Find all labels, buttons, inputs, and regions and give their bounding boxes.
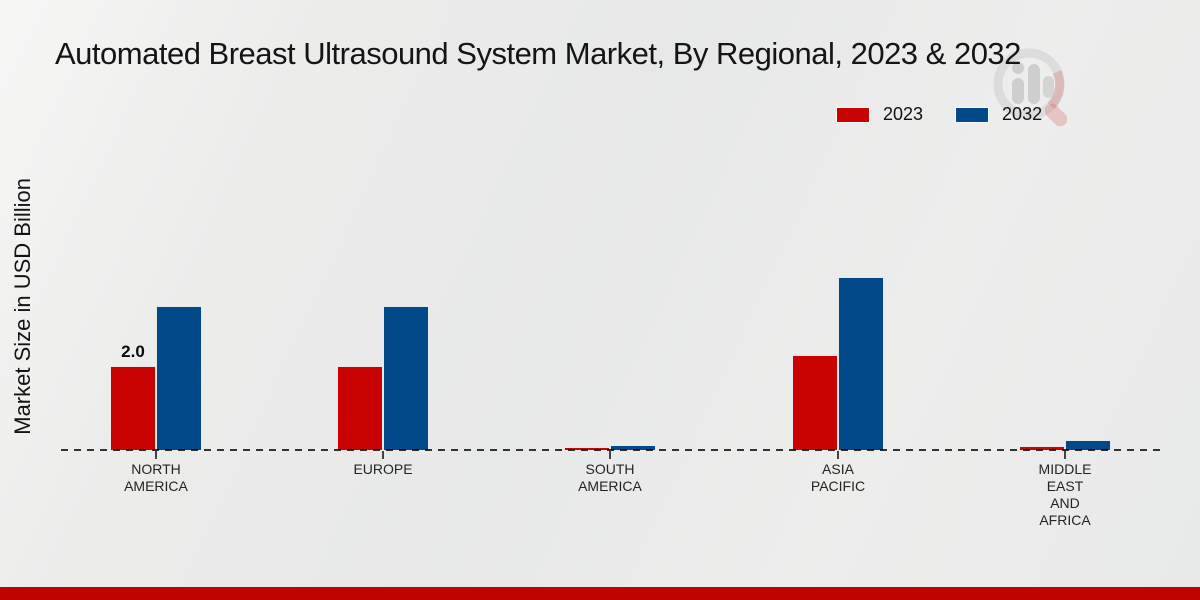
magnifier-bar-chart-logo-icon [993, 48, 1068, 127]
footer-accent-bar [0, 587, 1200, 600]
x-axis-label-north-america: NORTH AMERICA [124, 461, 188, 494]
legend-label-2023: 2023 [883, 104, 924, 124]
x-tick-asia-pacific [837, 451, 839, 459]
chart-title: Automated Breast Ultrasound System Marke… [55, 36, 1021, 71]
x-axis-label-asia-pacific: ASIA PACIFIC [810, 461, 866, 494]
x-axis-label-south-america: SOUTH AMERICA [578, 461, 642, 494]
x-axis-label-europe: EUROPE [353, 461, 413, 477]
zero-axis-line [61, 449, 1162, 451]
legend-swatch-2032 [955, 106, 990, 123]
bar-2023-asia-pacific [792, 355, 838, 451]
legend: 2023 2032 [836, 104, 1042, 125]
legend-label-2032: 2032 [1002, 104, 1043, 124]
bar-2023-north-america [110, 366, 156, 451]
legend-item-2023: 2023 [836, 104, 923, 125]
x-tick-north-america [155, 451, 157, 459]
bar-2032-asia-pacific [838, 277, 884, 451]
bar-2032-europe [383, 306, 429, 451]
bar-value-label: 2.0 [121, 342, 145, 361]
x-tick-europe [382, 451, 384, 459]
bar-2023-europe [337, 366, 383, 451]
bar-2032-north-america [156, 306, 202, 451]
x-tick-south-america [609, 451, 611, 459]
legend-item-2032: 2032 [955, 104, 1042, 125]
legend-swatch-2023 [836, 106, 870, 123]
x-axis-label-middle-east-and-africa: MIDDLE EAST AND AFRICA [1038, 461, 1092, 528]
x-tick-middle-east-and-africa [1064, 451, 1066, 459]
